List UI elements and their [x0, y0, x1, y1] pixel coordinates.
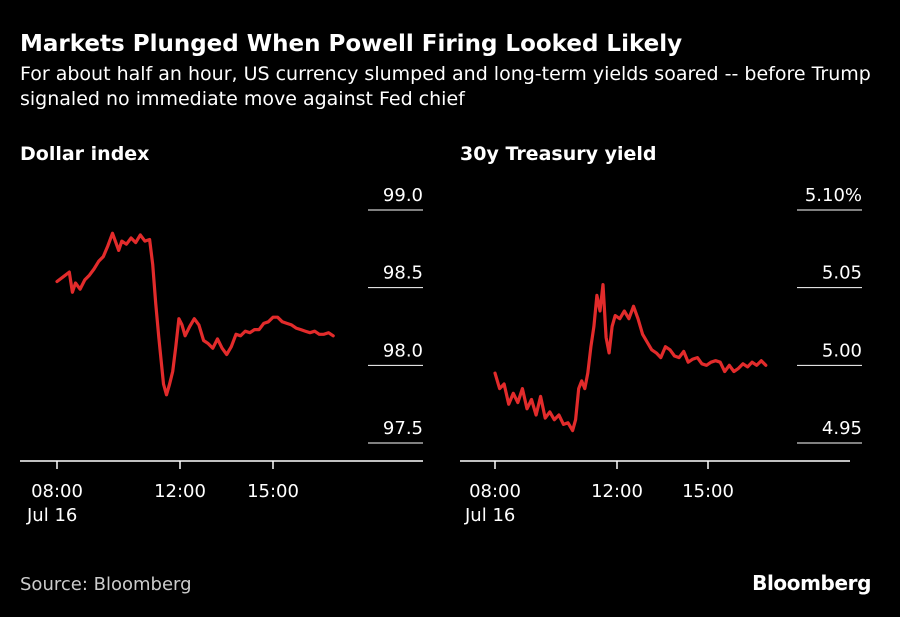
- yield-y-tick-label: 5.10%: [805, 185, 862, 206]
- dollar-index-panel-title: Dollar index: [20, 143, 150, 165]
- source-note: Source: Bloomberg: [20, 574, 192, 595]
- chart-subtitle: For about half an hour, US currency slum…: [20, 63, 871, 110]
- chart-title: Markets Plunged When Powell Firing Looke…: [20, 31, 683, 57]
- yield-y-tick-label: 5.05: [822, 263, 862, 284]
- dollar-y-tick-label: 99.0: [383, 185, 423, 206]
- yield-x-tick-label: 08:00: [469, 481, 521, 502]
- dollar-x-tick-label: 08:00: [31, 481, 83, 502]
- dollar-series-line: [55, 231, 335, 397]
- yield-y-tick-label: 5.00: [822, 340, 862, 361]
- treasury-yield-panel-title: 30y Treasury yield: [460, 143, 657, 165]
- yield-x-tick-label: 12:00: [591, 481, 643, 502]
- bloomberg-logo: Bloomberg: [752, 571, 871, 595]
- dollar-y-tick-label: 98.0: [383, 340, 423, 361]
- dollar-x-date-label: Jul 16: [26, 505, 77, 526]
- dollar-x-tick-label: 15:00: [247, 481, 299, 502]
- yield-series-line: [493, 283, 768, 433]
- treasury-yield-chart: 5.10% 5.05 5.00 4.95 08:00 Jul 16 12:00 15:00: [460, 185, 862, 526]
- dollar-x-tick-label: 12:00: [154, 481, 206, 502]
- yield-x-date-label: Jul 16: [464, 505, 515, 526]
- yield-x-tick-label: 15:00: [682, 481, 734, 502]
- yield-y-tick-label: 4.95: [822, 418, 862, 439]
- dollar-y-tick-label: 97.5: [383, 418, 423, 439]
- dollar-y-tick-label: 98.5: [383, 263, 423, 284]
- dollar-index-chart: 99.0 98.5 98.0 97.5 08:00 Jul 16 12:00 15:00: [20, 185, 423, 526]
